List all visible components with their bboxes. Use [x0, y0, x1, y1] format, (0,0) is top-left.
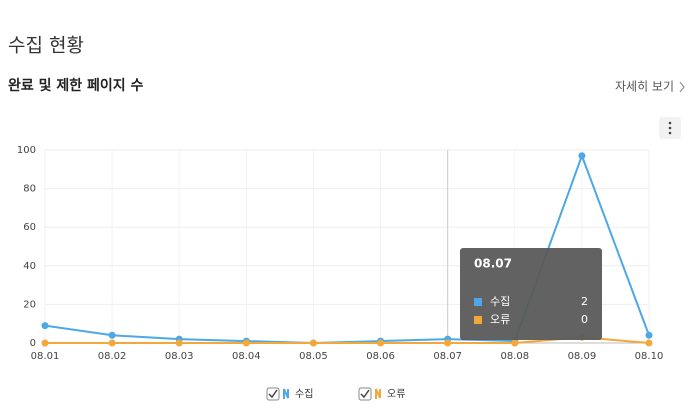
legend-checkbox[interactable] [358, 387, 372, 401]
x-tick-label: 08.04 [232, 351, 261, 362]
chevron-icon[interactable] [679, 81, 685, 93]
x-tick-label: 08.02 [98, 351, 127, 362]
y-tick-label: 20 [23, 299, 36, 310]
tooltip-swatch [474, 316, 482, 324]
tooltip-swatch [474, 298, 482, 306]
data-point [108, 331, 116, 339]
section-title: 완료 및 제한 페이지 수 [8, 77, 144, 94]
data-point [108, 339, 116, 347]
data-point [377, 339, 385, 347]
menu-dot [668, 131, 672, 135]
legend-checkbox[interactable] [266, 387, 280, 401]
data-point [242, 339, 250, 347]
tooltip-series-name: 수집 [490, 295, 510, 308]
x-tick-label: 08.07 [433, 351, 462, 362]
data-point [41, 339, 49, 347]
data-point [578, 152, 586, 160]
x-tick-label: 08.06 [366, 351, 395, 362]
x-tick-label: 08.08 [500, 351, 529, 362]
series-line [45, 336, 650, 344]
legend-label[interactable]: 수집 [295, 388, 313, 400]
check-mark [268, 389, 278, 399]
y-tick-label: 80 [23, 184, 36, 195]
data-point [645, 331, 653, 339]
detail-link[interactable]: 자세히 보기 [615, 80, 674, 94]
x-tick-label: 08.05 [299, 351, 328, 362]
tooltip-title: 08.07 [474, 257, 512, 271]
menu-dot [668, 126, 672, 130]
data-point [444, 339, 452, 347]
y-tick-label: 100 [17, 145, 36, 156]
legend-icon [375, 388, 381, 399]
data-point [511, 339, 519, 347]
data-point [309, 339, 317, 347]
x-tick-label: 08.10 [635, 351, 664, 362]
legend-icon [283, 388, 289, 399]
y-tick-label: 40 [23, 261, 36, 272]
data-point [41, 322, 49, 330]
page-title: 수집 현황 [8, 35, 84, 57]
tooltip-value: 0 [581, 313, 588, 326]
tooltip-series-name: 오류 [490, 313, 510, 326]
tooltip-value: 2 [581, 295, 588, 308]
x-tick-label: 08.09 [568, 351, 597, 362]
tooltip: 08.07 수집 2 오류 0 [460, 248, 602, 340]
menu-dot [668, 121, 672, 125]
y-tick-label: 0 [30, 338, 36, 349]
check-mark [360, 389, 370, 399]
x-tick-label: 08.01 [31, 351, 60, 362]
tooltip-box [460, 248, 602, 340]
legend-label[interactable]: 오류 [387, 388, 405, 400]
data-point [645, 339, 653, 347]
y-tick-label: 60 [23, 222, 36, 233]
data-point [175, 339, 183, 347]
x-tick-label: 08.03 [165, 351, 194, 362]
